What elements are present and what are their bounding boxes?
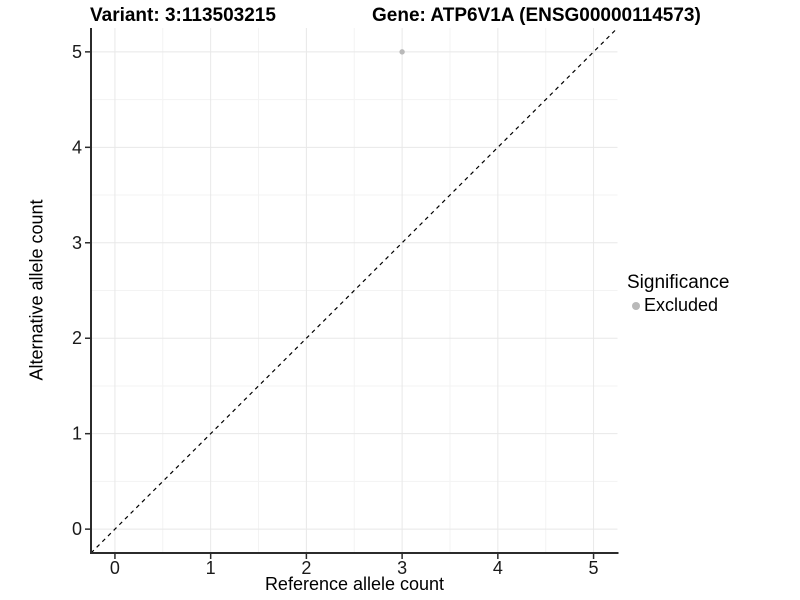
plot-title-gene: Gene: ATP6V1A (ENSG00000114573) <box>372 5 701 26</box>
x-tick-label: 5 <box>589 558 599 578</box>
x-axis-title: Reference allele count <box>264 574 445 594</box>
data-point-excluded <box>399 49 405 55</box>
y-axis-title: Alternative allele count <box>26 199 47 381</box>
x-tick-label: 2 <box>301 558 311 578</box>
legend-title: Significance <box>627 272 730 293</box>
y-tick-label: 2 <box>72 328 82 348</box>
y-tick-label: 4 <box>72 137 82 157</box>
y-tick-label: 0 <box>72 519 82 539</box>
x-tick-label: 4 <box>493 558 503 578</box>
y-tick-label: 3 <box>72 233 82 253</box>
legend: Significance Excluded <box>627 271 729 316</box>
plot-title-variant: Variant: 3:113503215 <box>90 5 276 26</box>
x-tick-label: 3 <box>397 558 407 578</box>
y-tick-label: 1 <box>72 424 82 444</box>
legend-item-excluded: Excluded <box>627 295 729 316</box>
x-tick-label: 0 <box>110 558 120 578</box>
y-tick-label: 5 <box>72 42 82 62</box>
legend-key-dot <box>632 301 640 310</box>
x-tick-label: 1 <box>206 558 216 578</box>
identity-dashed-line <box>90 27 618 554</box>
legend-item-label: Excluded <box>644 295 719 315</box>
